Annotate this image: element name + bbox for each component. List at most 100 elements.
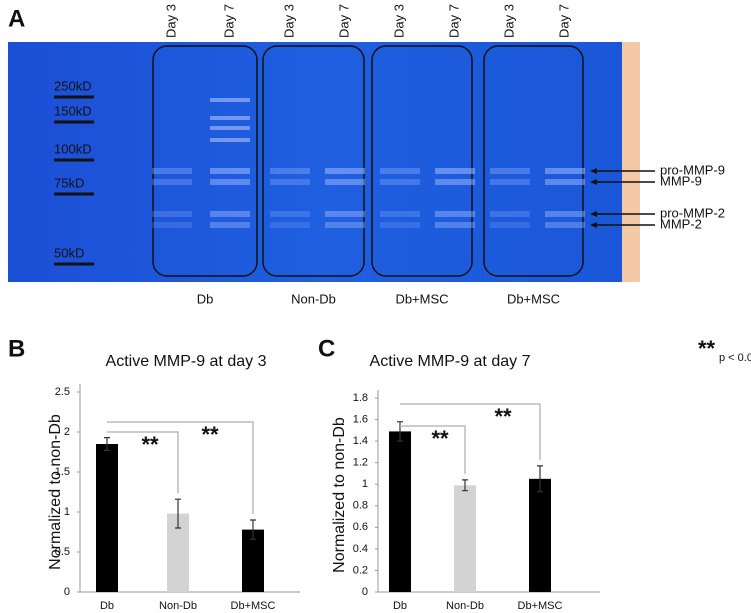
gel-band <box>380 179 420 185</box>
panel-label: C <box>318 335 335 362</box>
bar <box>389 431 411 592</box>
lane-label: Day 3 <box>501 4 516 38</box>
error-bar <box>397 421 403 442</box>
significance-bracket <box>400 425 466 474</box>
band-label: MMP-2 <box>660 216 702 231</box>
gel-band <box>490 179 530 185</box>
gel-band <box>210 168 250 174</box>
gel-band <box>270 179 310 185</box>
y-tick-label: 1 <box>64 506 70 518</box>
arrow-head <box>590 211 597 217</box>
x-tick-label: Db+MSC <box>518 600 563 612</box>
group-label: Db+MSC <box>395 291 448 306</box>
lane-label: Day 3 <box>391 4 406 38</box>
gel-band <box>325 168 365 174</box>
gel-band <box>210 138 250 142</box>
error-bar <box>462 479 468 492</box>
x-tick-label: Db <box>100 600 114 612</box>
band-label: pro-MMP-2 <box>660 205 725 220</box>
gel-band <box>270 211 310 217</box>
gel-band <box>545 211 585 217</box>
lane-label: Day 7 <box>556 4 571 38</box>
lane-label: Day 7 <box>446 4 461 38</box>
y-axis-label: Normalized to non-Db <box>47 414 64 570</box>
y-tick-label: 0.8 <box>353 500 368 512</box>
group-label: Non-Db <box>291 291 336 306</box>
marker-label: 150kD <box>54 103 92 118</box>
marker-label: 50kD <box>54 245 84 260</box>
x-tick-label: Non-Db <box>446 600 484 612</box>
significance-bracket <box>400 403 541 460</box>
significance-label: ** <box>201 422 219 447</box>
significance-label: ** <box>141 432 159 457</box>
gel-band <box>210 222 250 228</box>
significance-label: ** <box>431 426 449 451</box>
error-bar <box>104 437 110 451</box>
group-label: Db <box>197 291 214 306</box>
gel-band <box>380 211 420 217</box>
chart-title: Active MMP-9 at day 7 <box>370 353 531 370</box>
y-tick-label: 0.6 <box>353 521 368 533</box>
y-tick-label: 0 <box>64 586 70 598</box>
chart-title: Active MMP-9 at day 3 <box>106 353 267 370</box>
y-tick-label: 1.6 <box>353 413 368 425</box>
arrow-head <box>590 179 597 185</box>
error-bar <box>175 498 181 529</box>
gel-band <box>435 222 475 228</box>
gel-band <box>152 211 192 217</box>
x-tick-label: Db+MSC <box>231 600 276 612</box>
note-text: p < 0.01 <box>719 352 751 364</box>
y-tick-label: 2 <box>64 426 70 438</box>
gel-band <box>210 179 250 185</box>
gel-band <box>210 211 250 217</box>
significance-bracket <box>107 421 254 514</box>
bar <box>529 478 551 592</box>
gel-band <box>325 179 365 185</box>
y-tick-label: 2.5 <box>55 386 70 398</box>
bar <box>96 444 118 592</box>
bar <box>167 513 189 592</box>
y-tick-label: 1 <box>362 478 368 490</box>
lane-label: Day 3 <box>281 4 296 38</box>
y-tick-label: 1.2 <box>353 457 368 469</box>
gel-band <box>210 98 250 102</box>
lane-box <box>483 45 584 277</box>
y-tick-label: 1.4 <box>353 435 368 447</box>
gel-band <box>270 168 310 174</box>
band-label: MMP-9 <box>660 173 702 188</box>
y-tick-label: 1.5 <box>55 466 70 478</box>
group-label: Db+MSC <box>507 291 560 306</box>
bar <box>242 529 264 592</box>
lane-box <box>371 45 473 277</box>
gel-band <box>435 179 475 185</box>
gel-band <box>490 211 530 217</box>
note-symbol: ** <box>698 336 716 361</box>
y-tick-label: 0.4 <box>353 543 368 555</box>
lane-box <box>152 45 258 277</box>
marker-label: 250kD <box>54 78 92 93</box>
significance-label: ** <box>494 404 512 429</box>
y-tick-label: 1.8 <box>353 392 368 404</box>
gel-band <box>380 222 420 228</box>
bar <box>454 485 476 592</box>
gel-image <box>8 42 638 282</box>
arrow-head <box>590 222 597 228</box>
error-bar <box>250 519 256 540</box>
gel-band <box>545 179 585 185</box>
panel-label: B <box>8 335 25 362</box>
lane-label: Day 3 <box>163 4 178 38</box>
marker-label: 100kD <box>54 141 92 156</box>
gel-band <box>152 222 192 228</box>
gel-band <box>545 168 585 174</box>
lane-label: Day 7 <box>221 4 236 38</box>
lane-label: Day 7 <box>336 4 351 38</box>
gel-band <box>490 222 530 228</box>
x-tick-label: Db <box>393 600 407 612</box>
gel-band <box>435 211 475 217</box>
gel-band <box>380 168 420 174</box>
gel-band <box>210 116 250 120</box>
gel-band <box>152 179 192 185</box>
gel-band <box>270 222 310 228</box>
y-axis-label: Normalized to non-Db <box>331 417 348 573</box>
